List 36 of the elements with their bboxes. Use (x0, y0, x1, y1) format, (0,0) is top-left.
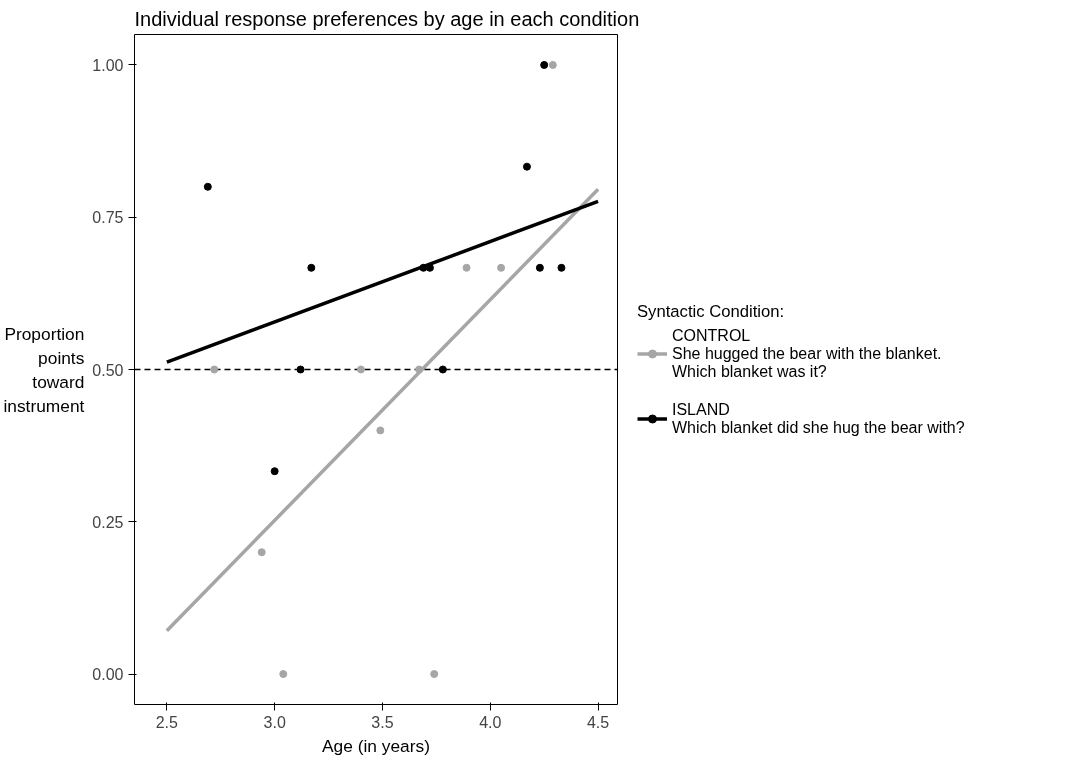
point (430, 670, 439, 679)
point (497, 263, 506, 272)
point (296, 365, 305, 374)
x-tick-label: 4.5 (586, 713, 610, 731)
point (356, 365, 365, 374)
point (540, 60, 549, 69)
point (535, 263, 544, 272)
point (522, 162, 531, 171)
point (270, 467, 279, 476)
y-tick-label: 0.75 (92, 209, 124, 227)
point (415, 365, 424, 374)
point (438, 365, 447, 374)
point (462, 263, 471, 272)
legend-label: ISLAND Which blanket did she hug the bear with? (672, 400, 965, 437)
x-tick-label: 2.5 (155, 713, 179, 731)
x-tick-label: 3.0 (263, 713, 286, 731)
point (419, 263, 428, 272)
y-tick-label: 0.50 (92, 361, 124, 379)
y-axis-title: Proportion points toward instrument (3, 323, 85, 416)
point (557, 263, 566, 272)
x-tick-label: 4.0 (479, 713, 502, 731)
point (210, 365, 219, 374)
point (307, 263, 316, 272)
legend-title: Syntactic Condition: (637, 301, 786, 322)
legend-label: CONTROL She hugged the bear with the blanket. Which blanket was it? (672, 326, 942, 381)
x-tick-label: 3.5 (371, 713, 394, 731)
point (376, 426, 385, 435)
chart-title: Individual response preferences by age in each condition (134, 7, 640, 30)
point (257, 548, 266, 557)
y-tick-label: 1.00 (92, 56, 124, 74)
x-axis-title: Age (in years) (322, 735, 430, 756)
y-tick-label: 0.00 (92, 666, 124, 684)
point (203, 182, 212, 191)
point (548, 60, 557, 69)
y-tick-label: 0.25 (92, 513, 124, 531)
point (279, 670, 288, 679)
